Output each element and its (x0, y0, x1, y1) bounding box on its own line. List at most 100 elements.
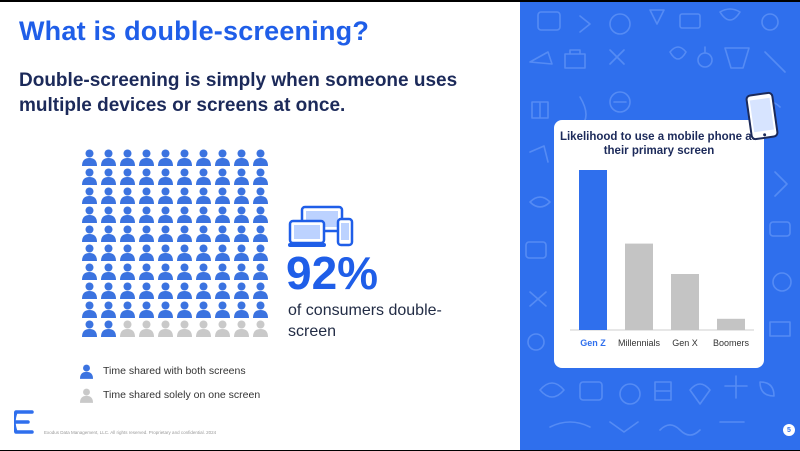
person-blue-icon (175, 186, 194, 205)
legend-item-one-screen: Time shared solely on one screen (80, 384, 260, 406)
person-blue-icon (175, 300, 194, 319)
person-blue-icon (80, 224, 99, 243)
person-blue-icon (137, 281, 156, 300)
person-blue-icon (99, 224, 118, 243)
person-blue-icon (80, 243, 99, 262)
person-grey-icon (251, 319, 270, 338)
legend: Time shared with both screens Time share… (80, 360, 260, 408)
person-blue-icon (99, 243, 118, 262)
person-blue-icon (232, 205, 251, 224)
person-grey-icon (80, 388, 93, 403)
person-blue-icon (213, 300, 232, 319)
person-blue-icon (194, 281, 213, 300)
page-title: What is double-screening? (19, 16, 370, 46)
bar-chart: Gen Z Millennials Gen X Boomers (570, 170, 754, 348)
person-blue-icon (251, 205, 270, 224)
person-blue-icon (80, 262, 99, 281)
person-blue-icon (99, 300, 118, 319)
person-blue-icon (118, 148, 137, 167)
person-blue-icon (213, 186, 232, 205)
person-blue-icon (156, 300, 175, 319)
person-blue-icon (213, 243, 232, 262)
person-blue-icon (118, 262, 137, 281)
person-blue-icon (118, 243, 137, 262)
person-blue-icon (251, 186, 270, 205)
person-blue-icon (213, 148, 232, 167)
person-blue-icon (137, 167, 156, 186)
person-blue-icon (156, 205, 175, 224)
person-blue-icon (156, 224, 175, 243)
brand-logo-icon (14, 410, 34, 434)
person-grey-icon (175, 319, 194, 338)
person-blue-icon (251, 262, 270, 281)
person-blue-icon (175, 148, 194, 167)
chart-card: Likelihood to use a mobile phone as thei… (554, 120, 764, 368)
person-blue-icon (99, 319, 118, 338)
person-grey-icon (232, 319, 251, 338)
person-blue-icon (156, 243, 175, 262)
page-subtitle: Double-screening is simply when someone … (19, 70, 458, 116)
person-blue-icon (156, 186, 175, 205)
person-blue-icon (137, 148, 156, 167)
person-grey-icon (156, 319, 175, 338)
bar-gen-x (671, 274, 699, 330)
person-blue-icon (137, 300, 156, 319)
person-blue-icon (99, 262, 118, 281)
person-blue-icon (99, 281, 118, 300)
person-blue-icon (156, 281, 175, 300)
page-number: 5 (783, 424, 795, 436)
person-blue-icon (213, 167, 232, 186)
person-blue-icon (118, 224, 137, 243)
tick-label: Gen Z (580, 338, 606, 348)
person-blue-icon (213, 281, 232, 300)
person-blue-icon (194, 224, 213, 243)
tick-label: Millennials (618, 338, 661, 348)
person-grey-icon (118, 319, 137, 338)
person-grey-icon (213, 319, 232, 338)
person-blue-icon (156, 167, 175, 186)
person-blue-icon (118, 281, 137, 300)
left-panel: What is double-screening? Double-screeni… (0, 2, 520, 450)
person-blue-icon (232, 262, 251, 281)
person-blue-icon (80, 319, 99, 338)
person-blue-icon (99, 205, 118, 224)
bar-boomers (717, 318, 745, 330)
person-blue-icon (232, 224, 251, 243)
person-blue-icon (80, 148, 99, 167)
person-blue-icon (99, 186, 118, 205)
stat-caption: of consumers double-screen (288, 302, 442, 340)
person-blue-icon (251, 300, 270, 319)
stat-value: 92% (286, 247, 379, 299)
person-blue-icon (232, 281, 251, 300)
person-blue-icon (118, 186, 137, 205)
doodle-pattern-background (525, 8, 792, 436)
person-blue-icon (118, 300, 137, 319)
person-blue-icon (156, 262, 175, 281)
person-blue-icon (175, 224, 194, 243)
person-blue-icon (137, 243, 156, 262)
right-panel: Likelihood to use a mobile phone as thei… (520, 2, 800, 450)
person-blue-icon (194, 262, 213, 281)
footer-text: Exodus Data Management, LLC. All rights … (44, 430, 217, 435)
person-blue-icon (175, 262, 194, 281)
person-blue-icon (137, 205, 156, 224)
person-blue-icon (80, 205, 99, 224)
person-blue-icon (175, 205, 194, 224)
person-blue-icon (99, 148, 118, 167)
devices-icon (288, 205, 354, 247)
person-blue-icon (175, 243, 194, 262)
person-blue-icon (232, 186, 251, 205)
person-blue-icon (156, 148, 175, 167)
chart-title: Likelihood to use a mobile phone as thei… (559, 131, 759, 157)
tick-label: Gen X (672, 338, 698, 348)
person-blue-icon (194, 186, 213, 205)
person-blue-icon (118, 167, 137, 186)
person-blue-icon (194, 148, 213, 167)
person-blue-icon (213, 262, 232, 281)
person-blue-icon (137, 262, 156, 281)
person-blue-icon (232, 243, 251, 262)
legend-label: Time shared with both screens (103, 365, 246, 377)
person-blue-icon (175, 281, 194, 300)
tick-label: Boomers (713, 338, 750, 348)
